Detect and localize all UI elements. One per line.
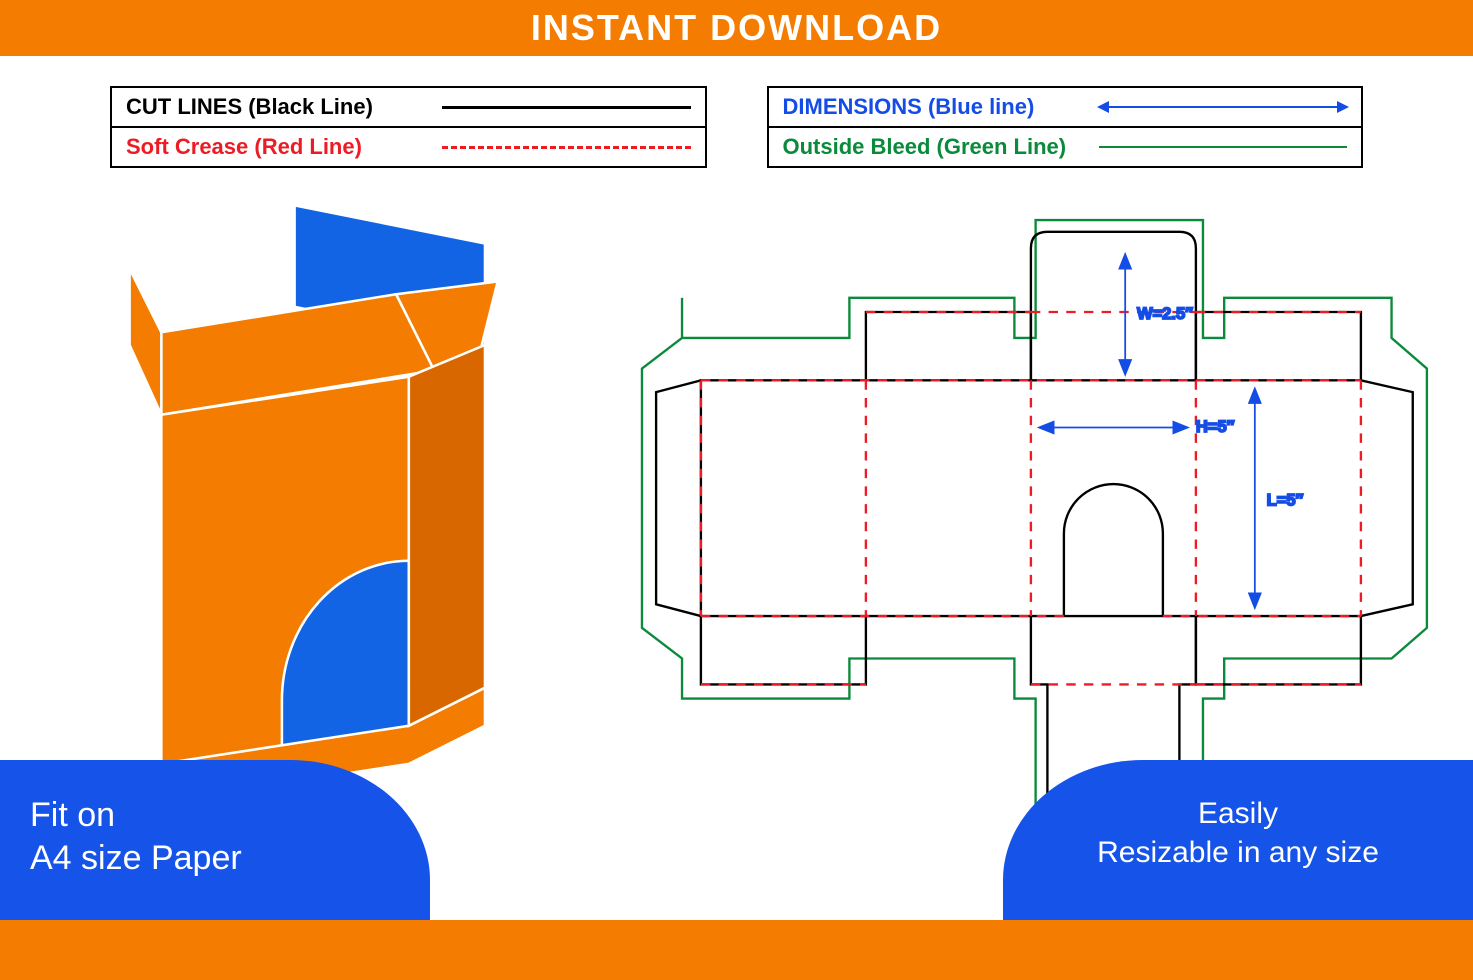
banner-right-line1: Easily <box>1033 794 1443 833</box>
legend-right: DIMENSIONS (Blue line) Outside Bleed (Gr… <box>767 86 1364 168</box>
legend-label-bleed: Outside Bleed (Green Line) <box>783 134 1099 160</box>
banner-left: Fit on A4 size Paper <box>0 760 430 920</box>
legend-row-crease: Soft Crease (Red Line) <box>112 126 705 166</box>
dim-l-label: L=5″ <box>1267 491 1304 509</box>
box-3d-svg <box>0 180 589 840</box>
window-cut <box>1064 484 1163 616</box>
dash-line-icon <box>442 146 690 149</box>
top-flap-4 <box>1196 312 1361 380</box>
box-left-flap-edge <box>130 269 162 415</box>
dim-w-label: W=2.5″ <box>1137 305 1193 323</box>
box-3d-view <box>0 180 589 840</box>
bleed-outline <box>642 220 1427 823</box>
footer-bar <box>0 920 1473 980</box>
bot-flap-1 <box>701 616 866 684</box>
legend-row-bleed: Outside Bleed (Green Line) <box>769 126 1362 166</box>
dieline-view: W=2.5″ H=5″ L=5″ <box>589 180 1473 840</box>
legend-sample-crease <box>442 138 690 156</box>
top-flap-2 <box>866 312 1031 380</box>
glue-flap <box>656 380 701 616</box>
legend-sample-cut <box>442 98 690 116</box>
legend-label-crease: Soft Crease (Red Line) <box>126 134 442 160</box>
dimensions: W=2.5″ H=5″ L=5″ <box>1041 255 1304 606</box>
dim-h-label: H=5″ <box>1196 418 1235 436</box>
content: W=2.5″ H=5″ L=5″ <box>0 180 1473 840</box>
body-cut <box>701 380 1413 616</box>
banner-left-line2: A4 size Paper <box>30 837 400 880</box>
solid-line-icon <box>442 106 690 109</box>
banner-left-line1: Fit on <box>30 794 400 837</box>
legend-row-cut: CUT LINES (Black Line) <box>112 88 705 126</box>
arrow-line-icon <box>1099 106 1347 108</box>
banner-right-line2: Resizable in any size <box>1033 833 1443 872</box>
header-bar: INSTANT DOWNLOAD <box>0 0 1473 56</box>
header-title: INSTANT DOWNLOAD <box>531 7 942 49</box>
green-line-icon <box>1099 146 1347 148</box>
legend-sample-dim <box>1099 98 1347 116</box>
legend-left: CUT LINES (Black Line) Soft Crease (Red … <box>110 86 707 168</box>
legend-label-dim: DIMENSIONS (Blue line) <box>783 94 1099 120</box>
page: INSTANT DOWNLOAD CUT LINES (Black Line) … <box>0 0 1473 980</box>
box-side-face <box>409 345 485 726</box>
dieline-svg: W=2.5″ H=5″ L=5″ <box>589 180 1473 840</box>
bot-flap-4 <box>1196 616 1361 684</box>
banner-right: Easily Resizable in any size <box>1003 760 1473 920</box>
legend-sample-bleed <box>1099 138 1347 156</box>
legend-label-cut: CUT LINES (Black Line) <box>126 94 442 120</box>
legend: CUT LINES (Black Line) Soft Crease (Red … <box>110 86 1363 168</box>
legend-row-dim: DIMENSIONS (Blue line) <box>769 88 1362 126</box>
